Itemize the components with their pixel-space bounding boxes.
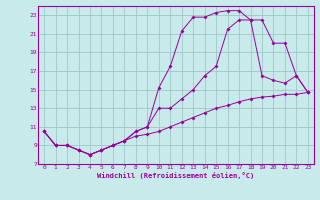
X-axis label: Windchill (Refroidissement éolien,°C): Windchill (Refroidissement éolien,°C) (97, 172, 255, 179)
